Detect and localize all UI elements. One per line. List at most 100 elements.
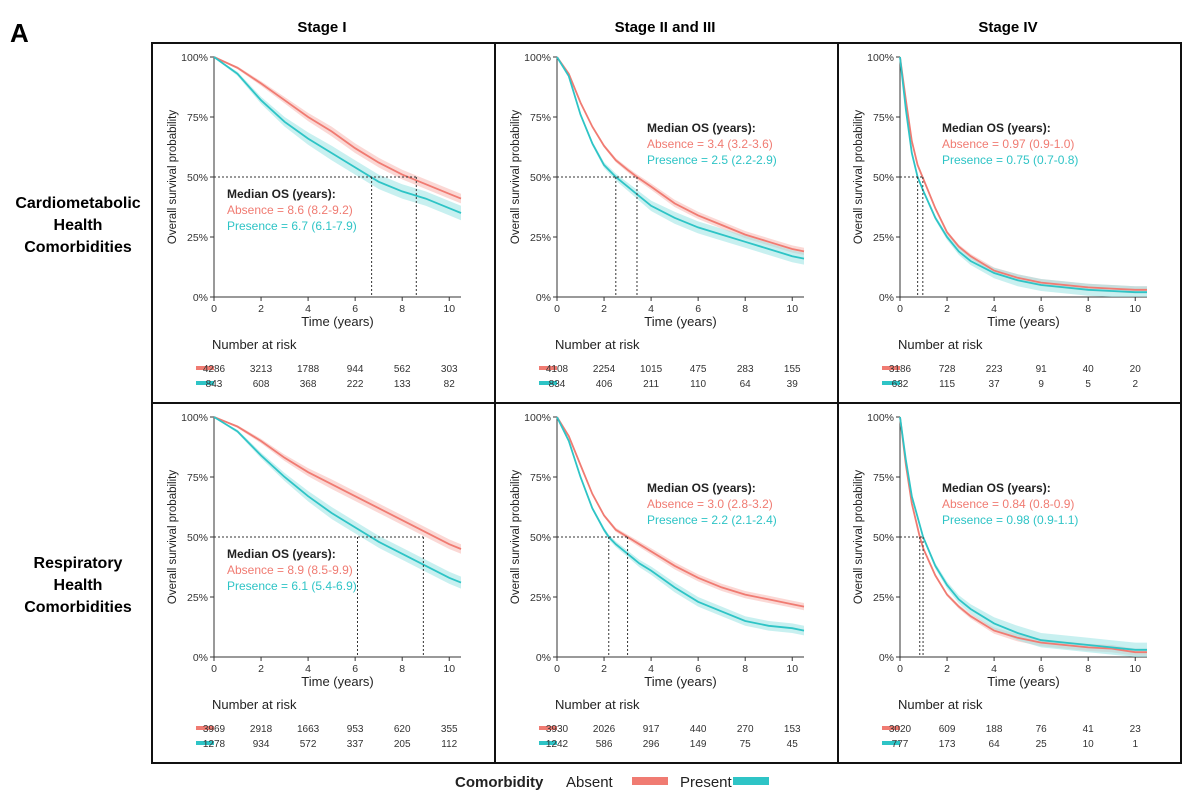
ci-band-present <box>900 57 1147 297</box>
median-os-presence: Presence = 0.75 (0.7-0.8) <box>942 153 1078 167</box>
x-tick-label: 8 <box>742 303 748 315</box>
ci-band-absent <box>900 57 1147 294</box>
median-os-presence: Presence = 2.2 (2.1-2.4) <box>647 513 777 527</box>
panel-border <box>494 42 839 404</box>
legend-title: Comorbidity <box>455 774 544 791</box>
risk-count-absent: 2026 <box>593 724 616 735</box>
risk-count-absent: 2918 <box>250 724 273 735</box>
risk-count-present: 5 <box>1085 379 1091 390</box>
x-tick-label: 8 <box>399 303 405 315</box>
legend: Comorbidity Absent Present <box>455 774 769 791</box>
x-tick-label: 8 <box>742 663 748 675</box>
median-os-title: Median OS (years): <box>942 121 1051 135</box>
km-panel-4: 0% 25% 50% 75% 100% 0 2 4 6 8 10 Time (years) Overal… <box>151 402 496 764</box>
y-tick-label: 50% <box>187 172 208 184</box>
survival-curve-absent <box>556 56 805 253</box>
median-os-absence: Absence = 3.0 (2.8-3.2) <box>647 497 773 511</box>
risk-count-present: 843 <box>206 379 223 390</box>
y-tick-label: 25% <box>873 232 894 244</box>
y-axis-label: Overall survival probability <box>510 470 522 604</box>
column-header-stage-1: Stage I <box>297 19 346 36</box>
survival-curve-absent <box>556 416 805 608</box>
risk-count-present: 222 <box>347 379 364 390</box>
y-tick-label: 25% <box>187 232 208 244</box>
ci-band-absent <box>557 417 804 611</box>
risk-count-absent: 475 <box>690 364 707 375</box>
y-tick-label: 100% <box>524 52 551 64</box>
x-tick-label: 10 <box>443 303 455 315</box>
x-tick-label: 4 <box>648 303 654 315</box>
x-tick-label: 2 <box>601 303 607 315</box>
risk-count-present: 37 <box>989 379 1001 390</box>
x-tick-label: 2 <box>944 303 950 315</box>
risk-count-present: 39 <box>787 379 799 390</box>
svg-text:Comorbidities: Comorbidities <box>24 599 132 616</box>
survival-curve-present <box>556 56 805 260</box>
x-axis-label: Time (years) <box>987 314 1059 329</box>
x-tick-label: 0 <box>897 663 903 675</box>
y-tick-label: 50% <box>530 172 551 184</box>
x-axis-label: Time (years) <box>301 314 373 329</box>
x-tick-label: 10 <box>786 303 798 315</box>
risk-count-present: 777 <box>892 739 909 750</box>
risk-count-present: 586 <box>596 739 613 750</box>
x-tick-label: 0 <box>211 663 217 675</box>
ci-band-absent <box>214 57 461 204</box>
median-os-title: Median OS (years): <box>227 547 336 561</box>
risk-count-present: 10 <box>1083 739 1095 750</box>
y-tick-label: 100% <box>867 52 894 64</box>
risk-count-absent: 2254 <box>593 364 616 375</box>
column-header-stage-4: Stage IV <box>978 19 1037 36</box>
y-tick-label: 25% <box>530 592 551 604</box>
risk-count-absent: 223 <box>986 364 1003 375</box>
survival-curve-absent <box>899 416 1147 654</box>
risk-count-present: 112 <box>441 739 457 750</box>
median-os-presence: Presence = 6.1 (5.4-6.9) <box>227 579 357 593</box>
risk-count-absent: 562 <box>394 364 411 375</box>
x-tick-label: 0 <box>554 303 560 315</box>
x-tick-label: 6 <box>695 663 701 675</box>
x-tick-label: 10 <box>1129 303 1141 315</box>
risk-count-present: 296 <box>643 739 660 750</box>
x-tick-label: 4 <box>991 663 997 675</box>
x-tick-label: 6 <box>352 303 358 315</box>
legend-label-present: Present <box>680 774 733 791</box>
km-panel-6: 0% 25% 50% 75% 100% 0 2 4 6 8 10 Time (years) Overal… <box>837 402 1182 764</box>
y-tick-label: 75% <box>873 112 894 124</box>
panel-label: A <box>10 18 29 48</box>
risk-count-absent: 76 <box>1036 724 1048 735</box>
median-os-absence: Absence = 0.84 (0.8-0.9) <box>942 497 1074 511</box>
survival-curve-present <box>899 416 1147 651</box>
risk-count-absent: 4286 <box>203 364 226 375</box>
km-panel-1: 0% 25% 50% 75% 100% 0 2 4 6 8 10 Time (years) Overal… <box>151 42 496 404</box>
x-axis-label: Time (years) <box>301 674 373 689</box>
svg-text:Comorbidities: Comorbidities <box>24 239 132 256</box>
risk-count-absent: 23 <box>1130 724 1142 735</box>
risk-count-absent: 91 <box>1036 364 1048 375</box>
risk-count-present: 110 <box>690 379 706 390</box>
survival-curve-present <box>213 416 462 584</box>
row-label-cardiometabolic: Cardiometabolic Health Comorbidities <box>15 195 140 256</box>
panel-border <box>837 402 1182 764</box>
y-tick-label: 25% <box>873 592 894 604</box>
y-tick-label: 75% <box>187 472 208 484</box>
risk-count-absent: 4108 <box>546 364 569 375</box>
y-axis-label: Overall survival probability <box>167 470 179 604</box>
risk-table-title: Number at risk <box>212 337 297 352</box>
risk-table-title: Number at risk <box>212 697 297 712</box>
risk-count-absent: 609 <box>939 724 956 735</box>
risk-count-absent: 355 <box>441 724 458 735</box>
risk-count-absent: 3930 <box>546 724 569 735</box>
risk-count-absent: 3213 <box>250 364 273 375</box>
risk-table-title: Number at risk <box>555 337 640 352</box>
x-tick-label: 2 <box>258 303 264 315</box>
ci-band-absent <box>900 417 1147 656</box>
x-tick-label: 2 <box>944 663 950 675</box>
svg-text:Respiratory: Respiratory <box>34 555 123 572</box>
survival-curve-absent <box>213 56 462 200</box>
svg-text:Health: Health <box>54 577 103 594</box>
risk-count-present: 211 <box>643 379 659 390</box>
risk-count-present: 9 <box>1038 379 1044 390</box>
risk-count-present: 2 <box>1132 379 1138 390</box>
x-tick-label: 8 <box>1085 303 1091 315</box>
